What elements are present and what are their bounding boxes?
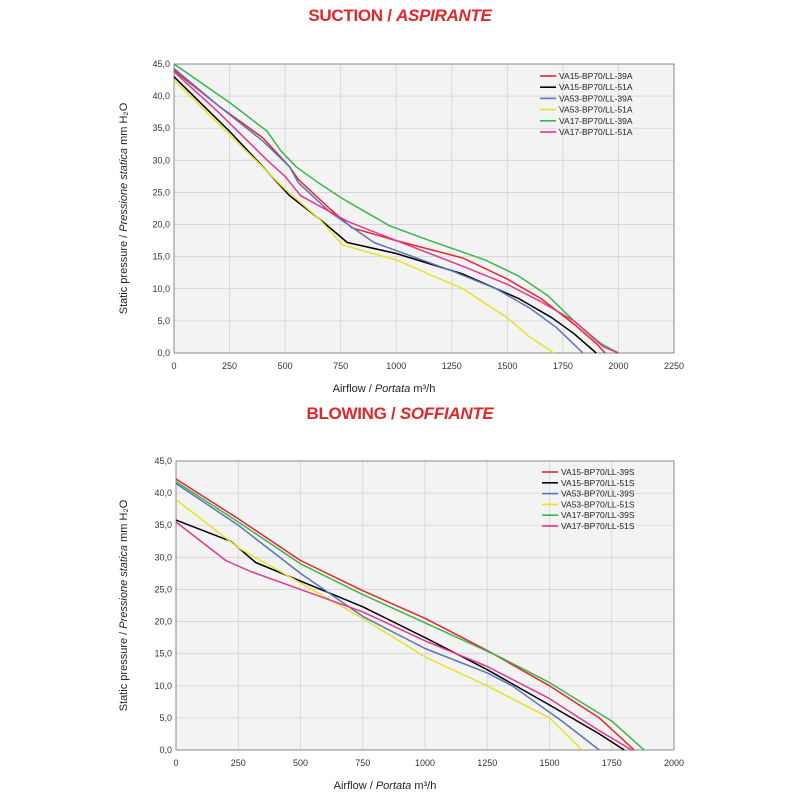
blowing-x-tick-label: 0 [173,758,178,768]
suction-x-tick-label: 500 [278,361,293,371]
suction-legend-label-5: VA17-BP70/LL-39A [559,116,633,126]
suction-y-axis-label: Static pressure / Pressione statica mm H… [118,102,130,314]
suction-plot-area [173,63,675,354]
suction-legend-label-1: VA15-BP70/LL-39A [559,71,633,81]
suction-series-line-3 [173,67,584,354]
suction-y-tick-label: 15,0 [152,252,170,262]
blowing-y-tick-label: 35,0 [154,520,172,530]
suction-plot-border [173,63,675,354]
suction-legend-label-3: VA53-BP70/LL-39A [559,93,633,103]
suction-chart-title: SUCTION / ASPIRANTE [0,6,800,26]
blowing-series-line-5 [175,480,645,751]
blowing-legend-label-3: VA53-BP70/LL-39S [561,489,635,499]
blowing-series-line-2 [175,519,625,751]
suction-y-tick-label: 45,0 [152,59,170,69]
suction-y-tick-label: 20,0 [152,220,170,230]
suction-y-tick-label: 25,0 [152,187,170,197]
blowing-x-tick-label: 1500 [539,758,559,768]
blowing-legend-label-4: VA53-BP70/LL-51S [561,499,635,509]
blowing-series-line-4 [175,498,583,751]
blowing-title-italic: SOFFIANTE [399,404,494,423]
blowing-x-tick-label: 1750 [602,758,622,768]
suction-y-tick-label: 10,0 [152,284,170,294]
blowing-series-line-6 [175,521,633,751]
blowing-x-tick-label: 1000 [415,758,435,768]
blowing-title-main: BLOWING / [306,404,396,423]
suction-x-tick-label: 2250 [664,361,684,371]
suction-legend-label-4: VA53-BP70/LL-51A [559,105,633,115]
suction-x-tick-label: 1750 [553,361,573,371]
blowing-chart: 0 250 500 750 1000 1250 1500 1750 2000 0,0 5,0 10,0… [118,456,684,792]
suction-legend-label-6: VA17-BP70/LL-51A [559,127,633,137]
suction-chart: 0 250 500 750 1000 1250 1500 1750 2000 2250 0,0 5,0… [118,59,684,395]
blowing-legend-label-1: VA15-BP70/LL-39S [561,467,635,477]
suction-x-tick-label: 1500 [497,361,517,371]
suction-x-tick-label: 2000 [608,361,628,371]
suction-x-tick-label: 0 [171,361,176,371]
suction-title-italic: ASPIRANTE [396,6,492,25]
blowing-x-axis-label: Airflow / Portata m³/h [334,780,437,792]
suction-y-tick-label: 35,0 [152,123,170,133]
blowing-x-tick-label: 750 [355,758,370,768]
blowing-y-tick-label: 5,0 [159,713,172,723]
suction-y-tick-label: 5,0 [157,316,170,326]
blowing-y-tick-label: 25,0 [154,584,172,594]
suction-y-tick-label: 30,0 [152,155,170,165]
blowing-y-tick-label: 30,0 [154,552,172,562]
suction-title-main: SUCTION / [308,6,392,25]
blowing-y-tick-label: 45,0 [154,456,172,466]
suction-legend-label-2: VA15-BP70/LL-51A [559,82,633,92]
blowing-legend-label-2: VA15-BP70/LL-51S [561,478,635,488]
blowing-chart-title: BLOWING / SOFFIANTE [0,404,800,424]
blowing-series-line-1 [175,478,635,751]
suction-x-tick-label: 250 [222,361,237,371]
blowing-plot-border [175,460,675,751]
suction-y-tick-label: 40,0 [152,91,170,101]
blowing-y-tick-label: 0,0 [159,745,172,755]
blowing-series-line-3 [175,482,600,751]
suction-x-tick-label: 1000 [386,361,406,371]
blowing-y-tick-label: 10,0 [154,681,172,691]
blowing-legend-label-6: VA17-BP70/LL-51S [561,521,635,531]
suction-x-axis-label: Airflow / Portata m³/h [333,383,436,395]
suction-series-line-4 [173,79,555,354]
blowing-x-tick-label: 1250 [477,758,497,768]
blowing-y-tick-label: 40,0 [154,488,172,498]
blowing-y-tick-label: 20,0 [154,617,172,627]
suction-series-line-1 [173,69,606,354]
blowing-y-axis-label: Static pressure / Pressione statica mm H… [118,499,130,711]
blowing-x-tick-label: 250 [231,758,246,768]
blowing-x-tick-label: 2000 [664,758,684,768]
blowing-legend-label-5: VA17-BP70/LL-39S [561,510,635,520]
suction-x-tick-label: 1250 [442,361,462,371]
blowing-x-tick-label: 500 [293,758,308,768]
suction-x-tick-label: 750 [333,361,348,371]
blowing-y-tick-label: 15,0 [154,649,172,659]
suction-series-line-6 [173,71,619,354]
suction-y-tick-label: 0,0 [157,348,170,358]
suction-series-line-5 [173,63,619,354]
